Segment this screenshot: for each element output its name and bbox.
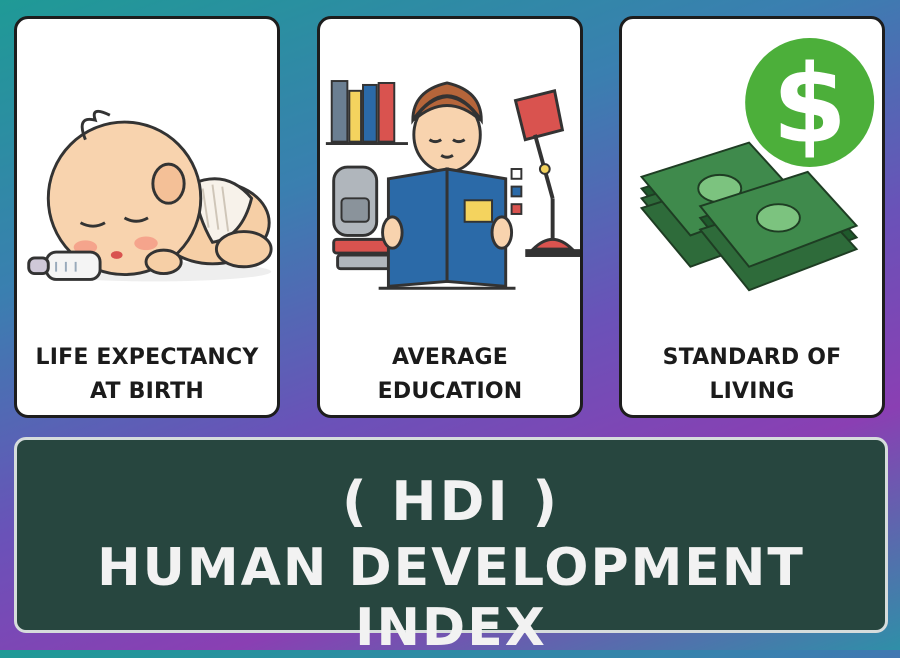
caption-line-2: LEVEL <box>320 409 580 415</box>
banner-acronym: ( HDI ) <box>341 470 561 533</box>
sleeping-baby-icon <box>27 109 273 282</box>
caption-line-2: AT BIRTH <box>90 379 204 404</box>
caption-line-1: AVERAGE EDUCATION <box>377 345 523 404</box>
card-life-expectancy: LIFE EXPECTANCY AT BIRTH <box>14 16 280 418</box>
caption-line-1: STANDARD OF LIVING <box>662 345 842 404</box>
caption-line-2: ( GNP PER CAPITA ) <box>622 409 882 415</box>
card-caption: LIFE EXPECTANCY AT BIRTH <box>17 341 277 409</box>
caption-line-1: LIFE EXPECTANCY <box>35 345 259 370</box>
card-caption: AVERAGE EDUCATION LEVEL <box>320 341 580 415</box>
card-education: AVERAGE EDUCATION LEVEL <box>317 16 583 418</box>
hdi-banner: ( HDI ) HUMAN DEVELOPMENT INDEX <box>14 437 888 658</box>
card-standard-of-living: $ STANDARD OF LIVING ( GNP PER CAPITA ) <box>619 16 885 418</box>
money-dollar-icon: $ <box>639 38 875 292</box>
banner-title: HUMAN DEVELOPMENT INDEX <box>97 538 805 658</box>
card-caption: STANDARD OF LIVING ( GNP PER CAPITA ) <box>622 341 882 415</box>
student-reading-icon <box>325 80 580 290</box>
svg-text:$: $ <box>772 43 847 168</box>
